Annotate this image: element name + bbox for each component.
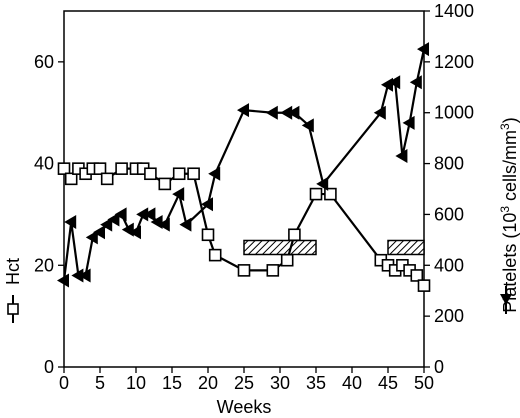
platelets-legend-triangle-icon	[500, 294, 512, 305]
x-tick-label: 30	[270, 373, 290, 393]
y-right-tick-label: 1000	[434, 103, 474, 123]
x-tick-label: 40	[342, 373, 362, 393]
platelets-point	[107, 212, 120, 227]
x-tick-label: 0	[59, 373, 69, 393]
hct-point	[115, 162, 128, 175]
data-series	[57, 42, 431, 292]
plot-frame	[63, 10, 425, 368]
hct-point	[208, 248, 222, 262]
hct-point	[417, 279, 431, 292]
hct-point	[288, 228, 301, 242]
platelets-point	[78, 268, 91, 283]
hct-point	[309, 187, 323, 201]
y-right-tick-label: 800	[434, 154, 464, 174]
y-left-tick-label: 40	[34, 154, 54, 174]
hct-point	[237, 264, 251, 277]
hatched-bar	[387, 239, 425, 256]
platelets-point	[136, 207, 149, 222]
x-tick-label: 25	[234, 373, 254, 393]
hct-point	[158, 177, 172, 191]
platelets-point	[114, 207, 127, 222]
hct-point	[410, 269, 424, 282]
y-right-tick-label: 600	[434, 204, 464, 224]
platelets-point	[157, 217, 170, 232]
platelets-point	[57, 273, 69, 288]
platelets-point	[373, 105, 386, 120]
platelets-point	[179, 217, 192, 232]
platelets-point	[143, 207, 156, 222]
axis-ticks: 0 5 10 15 20 25 30 35 40 45 5002040600200400600800…	[34, 1, 474, 393]
x-tick-label: 10	[126, 373, 146, 393]
platelets-point	[172, 187, 185, 202]
hct-point	[93, 162, 107, 175]
y-right-tick-label: 0	[434, 357, 444, 377]
platelets-point	[85, 230, 98, 245]
platelets-point	[237, 103, 249, 118]
platelets-point	[287, 105, 300, 120]
platelets-point	[93, 225, 105, 240]
right-axis-title: Platelets (103 cells/mm3)	[498, 117, 520, 312]
platelets-point	[301, 118, 314, 133]
right-axis-title-group: Platelets (103 cells/mm3)	[498, 117, 520, 312]
platelets-point	[388, 75, 401, 90]
hct-point	[57, 162, 71, 175]
left-axis-title-group: Hct	[3, 258, 23, 323]
y-right-tick-label: 400	[434, 255, 464, 275]
hct-point	[280, 253, 294, 267]
y-right-tick-label: 200	[434, 306, 464, 326]
platelets-point	[402, 115, 415, 130]
hct-point	[266, 264, 280, 277]
platelets-point	[280, 105, 293, 120]
y-left-tick-label: 20	[34, 255, 54, 275]
x-tick-label: 20	[198, 373, 218, 393]
x-tick-label: 35	[306, 373, 326, 393]
platelets-legend-marker	[500, 286, 512, 314]
y-right-tick-label: 1200	[434, 52, 474, 72]
hct-point	[144, 167, 157, 181]
platelets-point	[71, 268, 84, 283]
x-tick-label: 5	[95, 373, 105, 393]
platelets-point	[64, 215, 77, 230]
platelets-point	[395, 148, 408, 163]
hatched-bar	[243, 239, 317, 256]
y-left-tick-label: 0	[44, 357, 54, 377]
hct-point	[100, 172, 114, 186]
hct-point	[324, 187, 337, 201]
y-left-tick-label: 60	[34, 52, 54, 72]
platelets-point	[417, 42, 429, 57]
platelets-point	[208, 166, 221, 181]
platelets-point	[316, 176, 329, 191]
platelets-point	[121, 222, 134, 237]
platelets-point	[129, 225, 141, 240]
x-tick-label: 15	[162, 373, 182, 393]
platelets-point	[265, 105, 278, 120]
treatment-bars	[243, 239, 425, 256]
x-tick-label: 45	[378, 373, 398, 393]
hct-point	[172, 167, 186, 181]
platelets-point	[409, 75, 422, 90]
left-axis-title: Hct	[3, 258, 23, 285]
hct-point	[64, 172, 78, 186]
hct-legend-square-icon	[7, 303, 19, 315]
hct-point	[187, 167, 200, 181]
x-tick-label: 50	[414, 373, 434, 393]
platelets-point	[100, 217, 113, 232]
y-right-tick-label: 1400	[434, 1, 474, 21]
hct-point	[201, 228, 215, 242]
x-axis-title: Weeks	[217, 397, 272, 417]
platelets-point	[201, 197, 213, 212]
